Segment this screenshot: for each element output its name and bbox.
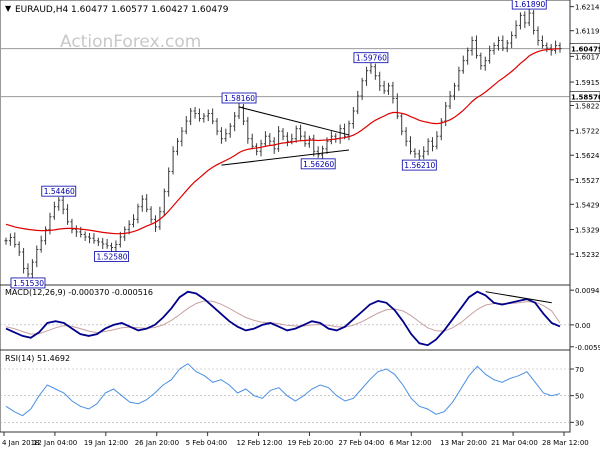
- y-tick-label: 1.62145: [575, 4, 600, 12]
- x-tick-label: 19 Feb 20:00: [287, 439, 333, 447]
- reference-label: 1.60479: [571, 46, 600, 54]
- y-tick-label: 1.58220: [575, 102, 600, 110]
- macd-y-tick-label: 0.00: [575, 322, 591, 330]
- macd-y-tick-label: -0.00594: [575, 344, 600, 352]
- rsi-panel: 70 50 30: [0, 363, 584, 427]
- x-tick-label: 5 Feb 04:00: [186, 439, 227, 447]
- price-annotation-label: 1.54460: [44, 187, 75, 196]
- price-annotation-box: [401, 159, 437, 171]
- price-annotation-label: 1.56210: [404, 161, 435, 170]
- watermark: ActionForex.com: [60, 32, 201, 52]
- y-tick-label: 1.55270: [575, 177, 600, 185]
- x-tick-label: 26 Jan 20:00: [135, 439, 179, 447]
- y-tick-label: 1.56245: [575, 152, 600, 160]
- y-tick-label: 1.60170: [575, 53, 600, 61]
- x-tick-label: 12 Feb 12:00: [237, 439, 283, 447]
- x-tick-label: 27 Feb 04:00: [338, 439, 384, 447]
- x-tick-label: 4 Jan 2018: [2, 439, 40, 447]
- x-tick-label: 21 Mar 04:00: [491, 439, 538, 447]
- trendline: [221, 149, 350, 166]
- price-annotation-box: [41, 185, 77, 197]
- price-annotation-label: 1.56260: [303, 160, 334, 169]
- price-annotation-label: 1.61890: [514, 0, 545, 9]
- reference-label-box: [569, 91, 600, 102]
- rsi-title: RSI(14) 51.4692: [5, 354, 70, 363]
- rsi-line: [5, 363, 561, 417]
- rsi-y-tick-label: 30: [575, 419, 584, 427]
- macd-line: [5, 290, 561, 347]
- price-annotation-box: [94, 251, 129, 262]
- macd-y-tick-label: 0.009407: [575, 287, 600, 295]
- rsi-y-tick-label: 50: [575, 393, 584, 401]
- x-tick-label: 19 Jan 12:00: [84, 439, 128, 447]
- price-annotation-box: [300, 158, 336, 170]
- y-tick-label: 1.53295: [575, 227, 600, 235]
- y-tick-label: 1.52320: [575, 251, 600, 259]
- x-tick-label: 6 Mar 12:00: [389, 439, 431, 447]
- price-annotation-label: 1.52580: [97, 253, 128, 262]
- reference-label-box: [569, 43, 600, 54]
- price-annotation-label: 1.59760: [356, 54, 387, 63]
- x-tick-label: 28 Mar 12:00: [542, 439, 589, 447]
- x-tick-label: 13 Mar 20:00: [440, 439, 487, 447]
- symbol-title: EURAUD,H4 1.60477 1.60577 1.60427 1.6047…: [15, 5, 229, 15]
- macd-trendline: [485, 291, 552, 304]
- y-tick-label: 1.54295: [575, 201, 600, 209]
- moving-average-line: [5, 48, 560, 235]
- y-tick-label: 1.61190: [575, 28, 600, 36]
- rsi-y-tick-label: 70: [575, 366, 584, 374]
- y-tick-label: 1.59150: [575, 79, 600, 87]
- x-tick-label: 12 Jan 04:00: [33, 439, 77, 447]
- price-annotation-box: [221, 92, 257, 104]
- price-annotation-label: 1.58160: [224, 94, 255, 103]
- price-annotation-box: [511, 0, 547, 10]
- y-tick-label: 1.57220: [575, 128, 600, 136]
- price-panel: 1.62145 1.61190 1.60170 1.59150 1.58220 1.572…: [0, 0, 600, 289]
- reference-label: 1.58570: [571, 94, 600, 102]
- macd-title: MACD(12,26,9) -0.000370 -0.000516: [5, 288, 153, 297]
- dropdown-icon[interactable]: ▼: [5, 4, 12, 13]
- rsi-panel-border: [0, 349, 571, 433]
- trendline: [238, 106, 350, 136]
- price-annotation-box: [10, 277, 46, 289]
- price-annotation-box: [353, 52, 389, 64]
- price-annotation-label: 1.51530: [13, 279, 44, 288]
- macd-panel: 0.009407 0.00 -0.00594: [0, 287, 600, 352]
